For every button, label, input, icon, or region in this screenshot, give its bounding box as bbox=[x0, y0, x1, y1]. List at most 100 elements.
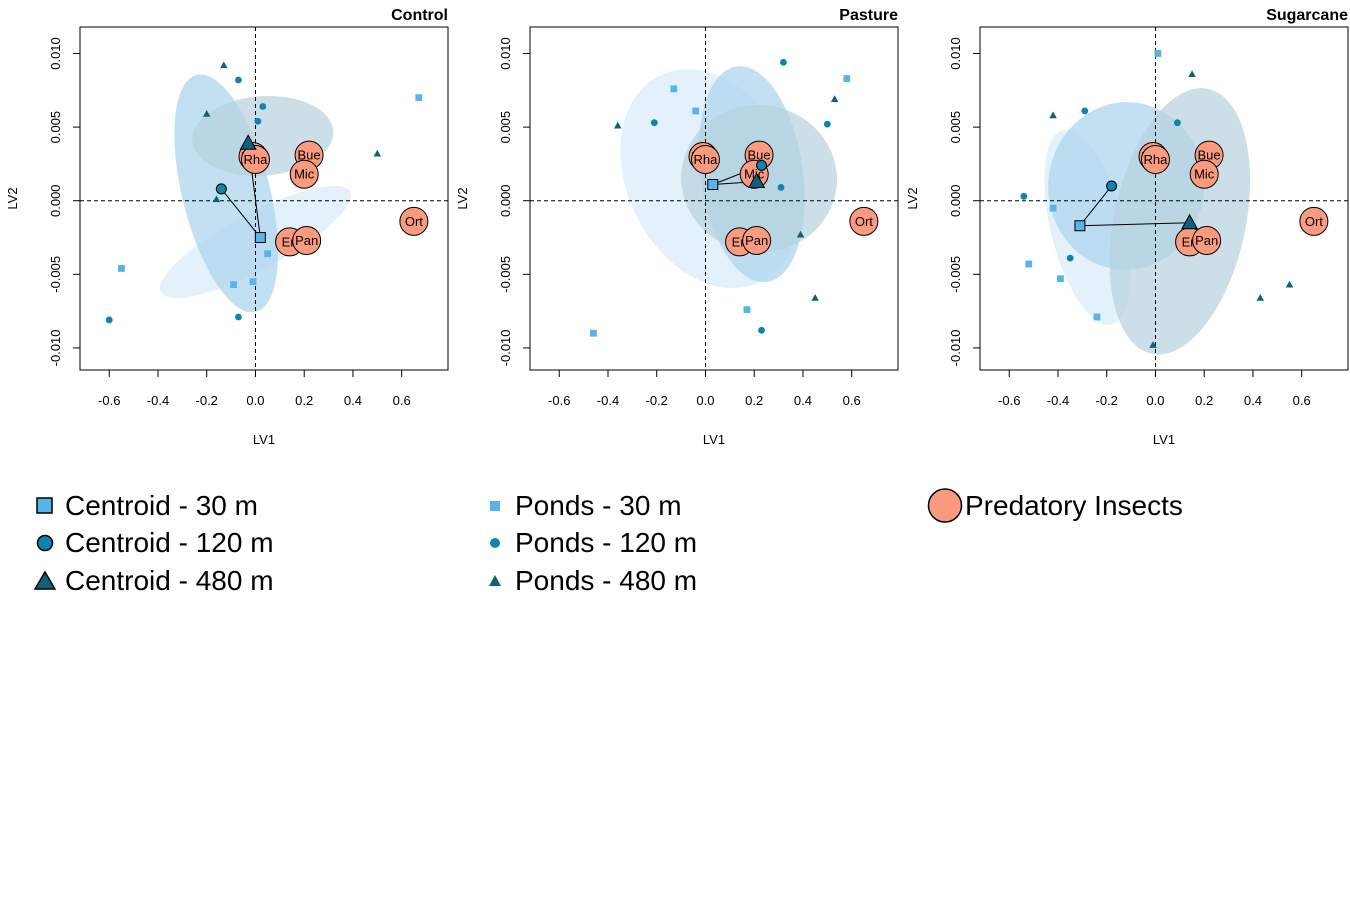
x-tick-label: 0.0 bbox=[1146, 393, 1164, 408]
predator-point bbox=[1189, 159, 1219, 189]
legend-item-centroid-30: Centroid - 30 m bbox=[25, 487, 274, 525]
predator-point bbox=[399, 206, 429, 236]
centroid-point bbox=[748, 172, 766, 189]
predator-point bbox=[1140, 144, 1170, 174]
panel-title: Pasture bbox=[839, 7, 898, 24]
centroid-point bbox=[215, 183, 227, 195]
y-tick-label: 0.010 bbox=[48, 37, 63, 70]
centroid-link bbox=[1079, 185, 1112, 227]
predator-label: Bue bbox=[748, 148, 771, 163]
x-tick-label: 0.4 bbox=[344, 393, 362, 408]
plot-area: RhaRhaBueMicEriPanOrt bbox=[80, 27, 448, 370]
pond-point bbox=[692, 107, 700, 115]
plot-frame bbox=[79, 26, 449, 371]
pond-point bbox=[811, 293, 819, 301]
predator-point bbox=[1299, 206, 1329, 236]
centroid-point bbox=[756, 159, 768, 171]
x-axis-label: LV1 bbox=[703, 432, 725, 447]
x-tick-label: -0.6 bbox=[98, 393, 120, 408]
panel-sugarcane: RhaRhaBueMicEriPanOrtSugarcane-0.6-0.4-0… bbox=[905, 7, 1349, 447]
legend-item-predators: Predatory Insects bbox=[925, 487, 1183, 525]
pond-point bbox=[259, 103, 267, 110]
y-tick-label: -0.005 bbox=[498, 256, 513, 293]
x-tick-label: 0.6 bbox=[1293, 393, 1311, 408]
pond-point bbox=[1081, 107, 1089, 115]
y-tick-label: -0.010 bbox=[498, 329, 513, 366]
x-tick-label: -0.4 bbox=[1047, 393, 1069, 408]
legend-predators: Predatory Insects bbox=[925, 487, 1183, 525]
y-axis-label: LV2 bbox=[455, 187, 470, 209]
pond-point bbox=[1174, 119, 1181, 127]
plot-frame bbox=[979, 26, 1349, 371]
pond-point bbox=[1093, 313, 1101, 321]
centroid-link bbox=[220, 188, 261, 238]
legend-item-centroid-480: Centroid - 480 m bbox=[25, 562, 274, 600]
pond-point bbox=[650, 119, 658, 127]
predator-point bbox=[289, 159, 319, 189]
triangle-icon bbox=[25, 562, 65, 600]
x-tick-label: 0.4 bbox=[1244, 393, 1262, 408]
predator-label: Ort bbox=[405, 214, 423, 229]
centroid-point bbox=[1074, 220, 1086, 232]
panel-title: Sugarcane bbox=[1266, 7, 1348, 24]
predator-circle-icon bbox=[925, 487, 965, 525]
ordination-figure: RhaRhaBueMicEriPanOrtControl-0.6-0.4-0.2… bbox=[5, 7, 1349, 447]
panel-control: RhaRhaBueMicEriPanOrtControl-0.6-0.4-0.2… bbox=[5, 7, 449, 447]
y-tick-label: -0.010 bbox=[948, 329, 963, 366]
plot-frame bbox=[529, 26, 899, 371]
pond-point bbox=[758, 326, 765, 334]
x-tick-label: 0.2 bbox=[295, 393, 313, 408]
predator-label: Ort bbox=[855, 214, 873, 229]
centroid-point bbox=[1106, 180, 1118, 192]
pond-point bbox=[415, 94, 423, 102]
x-tick-label: -0.6 bbox=[998, 393, 1020, 408]
legend-item-ponds-480: Ponds - 480 m bbox=[475, 562, 697, 600]
pond-point bbox=[118, 265, 125, 272]
pond-point bbox=[202, 109, 211, 117]
circle-icon bbox=[25, 525, 65, 563]
y-tick-label: 0.000 bbox=[498, 184, 513, 217]
y-tick-label: 0.000 bbox=[948, 184, 963, 217]
pond-point bbox=[235, 76, 242, 84]
predator-label: Rha bbox=[1144, 152, 1169, 167]
legend-item-ponds-120: Ponds - 120 m bbox=[475, 525, 697, 563]
legend-label: Centroid - 480 m bbox=[65, 564, 274, 596]
predator-label: Pan bbox=[745, 233, 768, 248]
pond-point bbox=[743, 306, 751, 314]
predator-label: Rha bbox=[244, 152, 269, 167]
x-tick-label: -0.2 bbox=[646, 393, 668, 408]
x-tick-label: -0.4 bbox=[597, 393, 619, 408]
pond-point bbox=[780, 58, 787, 66]
pond-point bbox=[1154, 50, 1162, 57]
x-axis-label: LV1 bbox=[253, 432, 275, 447]
pond-point bbox=[613, 121, 622, 129]
pond-point bbox=[796, 230, 805, 238]
legend-item-centroid-120: Centroid - 120 m bbox=[25, 525, 274, 563]
legend-label: Ponds - 480 m bbox=[515, 564, 698, 596]
y-tick-label: 0.005 bbox=[48, 111, 63, 144]
legend-item-ponds-30: Ponds - 30 m bbox=[475, 487, 697, 525]
pond-point bbox=[105, 316, 113, 324]
predator-point bbox=[292, 225, 322, 255]
y-axis-label: LV2 bbox=[905, 187, 920, 209]
x-tick-label: 0.6 bbox=[843, 393, 861, 408]
legend-label: Predatory Insects bbox=[965, 489, 1183, 521]
centroid-link bbox=[1079, 222, 1190, 227]
centroid-point bbox=[1181, 213, 1199, 230]
x-tick-label: -0.4 bbox=[147, 393, 169, 408]
legend-label: Ponds - 120 m bbox=[515, 527, 698, 559]
pond-point bbox=[843, 75, 851, 82]
predator-label: Bue bbox=[1198, 148, 1221, 163]
pond-point bbox=[1025, 260, 1033, 268]
pond-point bbox=[373, 149, 382, 157]
triangle-icon bbox=[475, 562, 515, 600]
panel-pasture: RhaRhaBueMicEriPanOrtPasture-0.6-0.4-0.2… bbox=[455, 7, 899, 447]
pond-point bbox=[1020, 192, 1028, 200]
pond-point bbox=[220, 61, 228, 69]
predator-label: Rha bbox=[694, 152, 719, 167]
pond-point bbox=[1066, 254, 1074, 262]
predator-point bbox=[1192, 225, 1222, 255]
x-tick-label: 0.2 bbox=[1195, 393, 1213, 408]
circle-icon bbox=[475, 525, 515, 563]
plot-area: RhaRhaBueMicEriPanOrt bbox=[980, 27, 1348, 370]
